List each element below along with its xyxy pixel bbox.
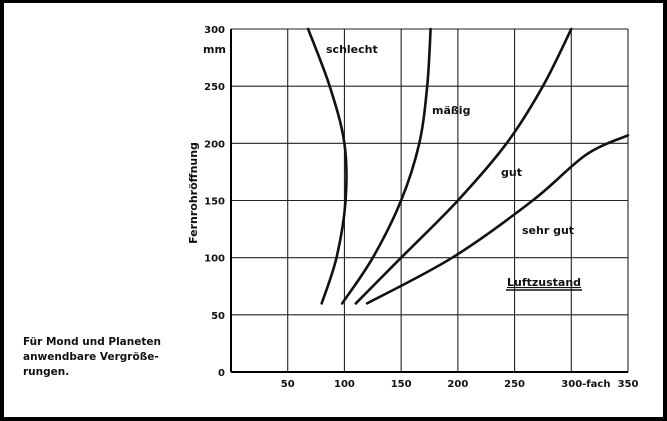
y-tick-label-50: 50 xyxy=(211,311,225,322)
x-tick-label-300: 300-fach xyxy=(561,379,610,390)
y-tick-label-0: 0 xyxy=(218,368,225,379)
y-tick-label-300: 300 xyxy=(204,25,225,36)
series-label-gut: gut xyxy=(501,166,522,179)
series-line-mäßig xyxy=(340,27,432,305)
series-line-sehr-gut xyxy=(365,134,630,305)
series-line-gut xyxy=(354,27,573,305)
series-label-schlecht: schlecht xyxy=(326,43,378,56)
x-tick-label-50: 50 xyxy=(281,379,295,390)
series-labels: schlecht mäßig gut sehr gut xyxy=(326,43,574,237)
caption-line-2: anwendbare Vergröße- xyxy=(23,351,159,363)
series-line-schlecht xyxy=(306,27,348,305)
series-lines xyxy=(306,27,630,305)
tick-labels: 0 50 100 150 200 250 300 50 100 150 200 250 300-fach… xyxy=(204,25,638,390)
x-tick-label-200: 200 xyxy=(447,379,468,390)
series-label-sehr-gut: sehr gut xyxy=(522,224,574,237)
series-label-mäßig: mäßig xyxy=(432,104,470,117)
y-axis-unit: mm xyxy=(203,43,226,56)
grid xyxy=(231,28,629,372)
y-tick-label-100: 100 xyxy=(204,254,225,265)
x-tick-label-150: 150 xyxy=(391,379,412,390)
x-tick-label-100: 100 xyxy=(334,379,355,390)
x-tick-label-350: 350 xyxy=(618,379,639,390)
chart-frame: 0 50 100 150 200 250 300 50 100 150 200 250 300-fach… xyxy=(4,3,663,417)
y-tick-label-150: 150 xyxy=(204,197,225,208)
y-tick-label-250: 250 xyxy=(204,82,225,93)
caption-line-1: Für Mond und Planeten xyxy=(23,336,161,348)
axes xyxy=(230,29,628,373)
legend-title: Luftzustand xyxy=(507,276,581,289)
y-tick-label-200: 200 xyxy=(204,139,225,150)
magnification-chart: 0 50 100 150 200 250 300 50 100 150 200 250 300-fach… xyxy=(187,25,638,390)
x-tick-label-250: 250 xyxy=(504,379,525,390)
caption: Für Mond und Planeten anwendbare Vergröß… xyxy=(23,335,193,380)
caption-line-3: rungen. xyxy=(23,366,70,378)
y-axis-label: Fernrohröffnung xyxy=(187,142,200,244)
